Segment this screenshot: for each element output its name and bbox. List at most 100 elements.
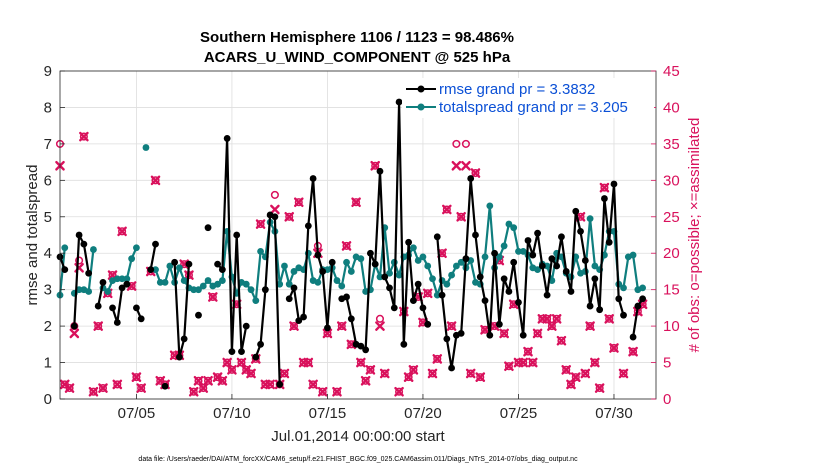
rmse-marker <box>538 262 546 270</box>
obs-possible-marker <box>619 369 628 378</box>
rmse-marker <box>500 275 508 283</box>
totalspread-marker <box>409 244 417 252</box>
obs-assimilated-marker <box>112 379 123 390</box>
rmse-marker <box>443 335 451 343</box>
obs-possible-marker <box>609 343 619 353</box>
totalspread-marker <box>452 262 460 270</box>
totalspread-marker <box>457 258 465 266</box>
obs-assimilated-marker <box>246 368 256 379</box>
totalspread-marker <box>448 271 456 279</box>
obs-assimilated-marker <box>499 328 509 339</box>
x-tick-label: 07/15 <box>309 405 347 422</box>
rmse-marker <box>347 315 355 323</box>
obs-possible-marker <box>285 212 294 221</box>
obs-assimilated-marker <box>69 328 80 339</box>
rmse-marker <box>395 98 403 106</box>
rmse-marker <box>424 320 432 328</box>
obs-assimilated-marker <box>284 211 295 222</box>
totalspread-marker <box>534 266 541 274</box>
rmse-marker <box>581 257 589 264</box>
obs-assimilated-marker <box>136 383 146 393</box>
obs-possible-marker <box>375 314 385 323</box>
y2-tick-label: 0 <box>663 391 671 408</box>
data-file-footnote: data file: /Users/raeder/DAI/ATM_forcXX/… <box>138 456 578 463</box>
rmse-marker <box>572 207 580 215</box>
obs-assimilated-marker <box>270 204 280 215</box>
obs-possible-marker <box>89 387 98 396</box>
y-tick-label: 1 <box>44 355 52 372</box>
rmse-marker <box>113 319 121 326</box>
rmse-marker <box>381 273 389 281</box>
obs-possible-marker <box>189 387 198 396</box>
totalspread-marker <box>515 248 522 255</box>
totalspread-marker <box>510 224 518 232</box>
rmse-marker <box>591 275 599 283</box>
rmse-marker <box>304 222 312 230</box>
rmse-marker <box>448 364 456 372</box>
obs-assimilated-marker <box>370 160 380 171</box>
rmse-marker <box>639 295 647 303</box>
obs-assimilated-marker <box>451 160 462 171</box>
y-tick-label: 3 <box>44 282 52 299</box>
obs-possible-marker <box>395 387 404 396</box>
obs-assimilated-marker <box>360 375 371 386</box>
obs-possible-marker <box>151 176 160 185</box>
obs-assimilated-marker <box>403 372 414 382</box>
x-tick-label: 07/20 <box>404 405 442 422</box>
obs-possible-marker <box>629 347 638 356</box>
rmse-marker <box>524 237 532 244</box>
y-tick-label: 8 <box>44 99 52 116</box>
obs-assimilated-marker <box>322 328 333 339</box>
obs-possible-marker <box>289 322 299 331</box>
totalspread-marker <box>591 262 599 270</box>
obs-possible-marker <box>98 384 108 393</box>
obs-possible-marker <box>256 220 265 229</box>
rmse-marker <box>419 304 427 312</box>
totalspread-marker <box>128 255 136 263</box>
obs-assimilated-marker <box>446 321 457 331</box>
rmse-marker <box>438 291 446 299</box>
rmse-marker <box>257 340 264 348</box>
obs-possible-marker <box>246 369 256 378</box>
obs-possible-marker <box>118 227 127 236</box>
rmse-marker <box>228 348 236 356</box>
y-tick-label: 2 <box>44 318 52 335</box>
obs-possible-marker <box>452 139 461 148</box>
totalspread-marker <box>333 277 341 284</box>
rmse-marker <box>519 331 527 339</box>
totalspread-marker <box>620 284 627 292</box>
y2-tick-label: 5 <box>663 355 671 372</box>
y2-axis-label: # of obs: o=possible; ×=assimilated <box>686 118 703 353</box>
totalspread-marker <box>252 297 260 304</box>
obs-possible-marker <box>562 365 571 374</box>
totalspread-marker <box>85 288 93 295</box>
obs-assimilated-marker <box>585 321 595 331</box>
totalspread-marker <box>113 275 121 283</box>
chart-title-line-2: ACARS_U_WIND_COMPONENT @ 525 hPa <box>204 49 511 66</box>
y-tick-label: 5 <box>44 209 52 226</box>
rmse-marker <box>481 297 489 304</box>
obs-assimilated-marker <box>265 379 275 390</box>
obs-possible-marker <box>79 132 88 141</box>
rmse-marker <box>601 195 608 202</box>
obs-possible-marker <box>227 365 236 374</box>
totalspread-marker <box>247 286 255 294</box>
rmse-marker <box>495 320 503 328</box>
obs-possible-marker <box>380 369 389 378</box>
rmse-marker <box>491 249 498 257</box>
totalspread-marker <box>357 255 365 263</box>
rmse-marker <box>510 258 518 266</box>
rmse-marker <box>362 346 370 354</box>
rmse-marker <box>472 231 479 239</box>
obs-assimilated-marker <box>79 131 89 142</box>
obs-assimilated-marker <box>193 375 204 386</box>
obs-assimilated-marker <box>547 321 557 331</box>
totalspread-marker <box>218 277 226 284</box>
rmse-marker <box>376 167 384 175</box>
obs-possible-marker <box>356 358 365 367</box>
y-tick-label: 9 <box>44 63 52 80</box>
rmse-marker <box>634 302 642 310</box>
obs-assimilated-marker <box>365 365 376 375</box>
obs-assimilated-marker <box>561 365 572 375</box>
